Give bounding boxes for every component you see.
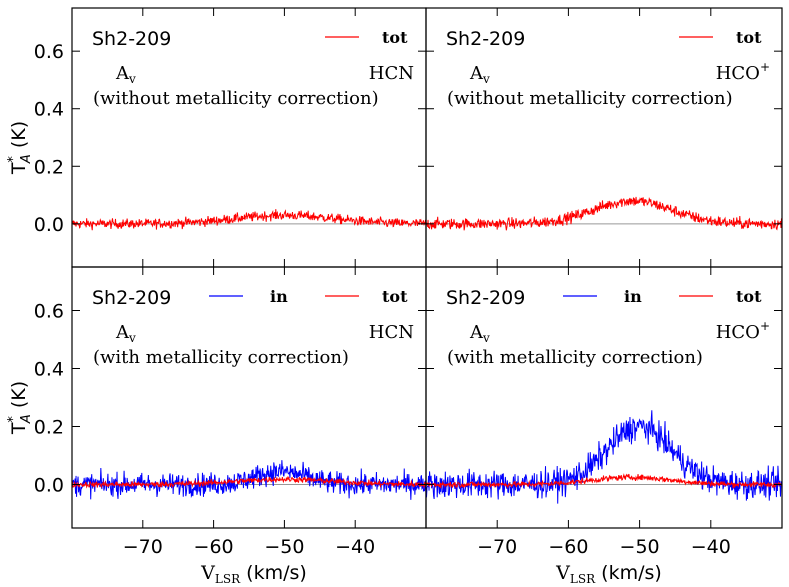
x-tick-label: −60	[194, 536, 234, 558]
spectrum-tot	[426, 196, 782, 231]
correction-note: (without metallicity correction)	[93, 88, 379, 109]
av-label: Av	[469, 322, 490, 345]
y-tick-label: 0.6	[34, 301, 64, 323]
x-tick-label: −70	[123, 536, 163, 558]
molecule-label: HCO+	[716, 319, 770, 343]
x-tick-label: −50	[264, 536, 304, 558]
legend-tot-label: tot	[382, 287, 408, 306]
y-tick-label: 0.4	[34, 99, 64, 121]
panel-3: Sh2-209 Av HCN (with metallicity correction…	[71, 266, 427, 529]
y-tick-label: 0.2	[34, 417, 64, 439]
x-tick-label: −70	[477, 536, 517, 558]
spectrum-in	[426, 410, 782, 504]
panel-frame	[425, 266, 783, 529]
av-label: Av	[115, 63, 136, 86]
source-label: Sh2-209	[446, 28, 525, 50]
x-axis-label: VLSR (km/s)	[555, 562, 662, 586]
legend-tot-label: tot	[736, 287, 762, 306]
spectrum-tot	[426, 473, 782, 489]
molecule-label: HCN	[369, 63, 414, 84]
legend-tot-label: tot	[382, 28, 408, 47]
legend-in-label: in	[624, 287, 642, 306]
panel-4: Sh2-209 Av HCO+ (with metallicity correctio…	[425, 266, 783, 529]
y-tick-label: 0.4	[34, 359, 64, 381]
spectrum-in	[72, 460, 426, 500]
panel-2: Sh2-209 Av HCO+ (without metallicity correc…	[425, 7, 783, 268]
y-tick-label: 0.0	[34, 475, 64, 497]
molecule-label: HCO+	[716, 60, 770, 84]
molecule-label: HCN	[369, 322, 414, 343]
shared-axes: 0.0 0.2 0.4 0.6 T*A (K) 0.0 0.2 0.4 0.6 T*A (K) −7…	[6, 41, 731, 586]
x-tick-label: −60	[548, 536, 588, 558]
source-label: Sh2-209	[446, 287, 525, 309]
panels: Sh2-209 Av HCN (without metallicity correct…	[71, 7, 783, 529]
legend-in-label: in	[270, 287, 288, 306]
y-tick-label: 0.2	[34, 156, 64, 178]
av-label: Av	[115, 322, 136, 345]
y-axis-label: T*A (K)	[6, 381, 34, 435]
spectrum-tot	[72, 476, 426, 489]
correction-note: (with metallicity correction)	[93, 347, 349, 368]
x-tick-label: −40	[691, 536, 731, 558]
av-label: Av	[469, 63, 490, 86]
correction-note: (with metallicity correction)	[447, 347, 703, 368]
legend-tot-label: tot	[736, 28, 762, 47]
source-label: Sh2-209	[92, 287, 171, 309]
correction-note: (without metallicity correction)	[447, 88, 733, 109]
y-axis-label: T*A (K)	[6, 121, 34, 175]
x-tick-label: −50	[620, 536, 660, 558]
panel-1: Sh2-209 Av HCN (without metallicity correct…	[71, 7, 427, 268]
y-tick-label: 0.6	[34, 41, 64, 63]
spectrum-tot	[72, 209, 426, 231]
x-axis-label: VLSR (km/s)	[200, 562, 307, 586]
source-label: Sh2-209	[92, 28, 171, 50]
y-tick-label: 0.0	[34, 214, 64, 236]
x-tick-label: −40	[335, 536, 375, 558]
